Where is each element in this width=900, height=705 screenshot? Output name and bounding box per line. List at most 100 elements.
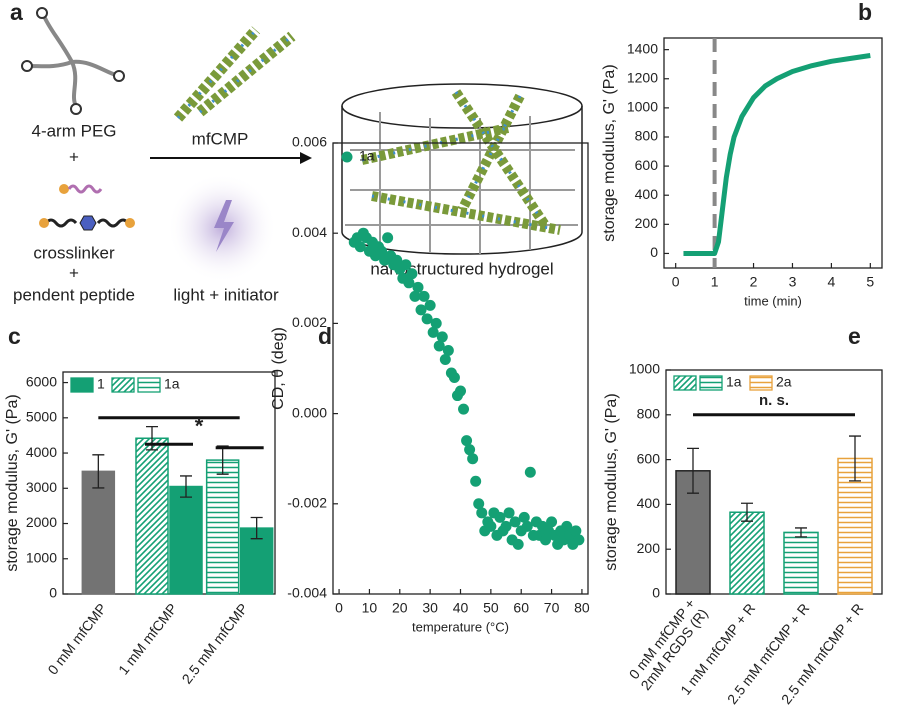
point — [442, 344, 454, 356]
y-tick-label: 400 — [637, 495, 661, 511]
point — [406, 268, 418, 280]
plot-frame — [663, 37, 883, 269]
legend-swatch — [749, 375, 773, 391]
point — [476, 507, 488, 519]
bar — [169, 485, 203, 595]
y-tick-label: 0.002 — [292, 314, 327, 330]
point — [421, 313, 433, 325]
point — [470, 475, 482, 487]
label: crosslinker — [33, 243, 115, 262]
x-tick-label: 0 — [335, 600, 343, 616]
y-tick-label: 6000 — [26, 373, 57, 389]
x-tick-label: 1 — [711, 274, 719, 290]
point — [424, 299, 436, 311]
panel-letter: d — [318, 323, 332, 349]
crosslinker-core — [79, 215, 97, 231]
label: + — [69, 263, 79, 282]
point — [412, 281, 424, 293]
panel-letter: c — [8, 323, 21, 349]
y-axis-label: storage modulus, G' (Pa) — [4, 394, 21, 571]
x-axis-label: temperature (°C) — [412, 619, 509, 634]
point — [458, 403, 470, 415]
x-tick-label: 80 — [574, 600, 590, 616]
label: mfCMP — [192, 129, 249, 148]
point — [376, 245, 388, 257]
y-tick-label: 0 — [650, 244, 658, 260]
legend-label: 2a — [776, 374, 792, 390]
y-tick-label: 600 — [635, 157, 659, 173]
point — [464, 444, 476, 456]
panel-letter: a — [10, 0, 23, 25]
error-bar — [741, 502, 753, 522]
y-tick-label: 1200 — [627, 69, 658, 85]
fibril — [173, 26, 261, 122]
y-tick-label: 1000 — [627, 99, 658, 115]
point — [473, 498, 485, 510]
error-bar — [146, 425, 158, 451]
arrowhead — [300, 152, 312, 164]
significance-label: n. s. — [759, 392, 789, 409]
legend-marker — [341, 151, 353, 163]
x-tick-label: 50 — [483, 600, 499, 616]
point — [427, 326, 439, 338]
point — [436, 331, 448, 343]
error-bar — [180, 475, 192, 498]
error-bar — [250, 516, 263, 540]
network — [345, 112, 578, 254]
label: 4-arm PEG — [31, 121, 116, 140]
point — [573, 534, 585, 546]
x-tick-label: 1 mM mfCMP — [115, 600, 180, 677]
bar — [81, 470, 116, 595]
legend-swatch — [699, 375, 723, 391]
y-tick-label: -0.004 — [287, 585, 327, 601]
y-tick-label: 4000 — [26, 444, 57, 460]
point — [500, 520, 512, 532]
legend-label: 1a — [726, 374, 742, 390]
lightning — [214, 200, 234, 252]
point — [494, 511, 506, 523]
peg-end — [21, 60, 33, 72]
x-axis-label: time (min) — [744, 293, 802, 308]
y-tick-label: 3000 — [26, 479, 57, 495]
fibril — [360, 89, 561, 235]
peg-arm — [29, 60, 73, 69]
point — [546, 516, 558, 528]
point — [439, 353, 451, 365]
y-tick-label: 800 — [635, 128, 659, 144]
point — [524, 466, 536, 478]
peptide-end — [59, 184, 69, 194]
point — [403, 277, 415, 289]
point — [354, 241, 366, 253]
label: light + initiator — [173, 285, 279, 304]
crosslinker-end — [125, 218, 135, 228]
bar — [205, 459, 240, 595]
y-tick-label: 200 — [635, 215, 659, 231]
plot-frame — [665, 369, 883, 595]
line-series — [683, 52, 871, 256]
point — [382, 232, 394, 244]
x-tick-label: 40 — [453, 600, 469, 616]
point — [503, 507, 515, 519]
significance-label: * — [195, 414, 204, 439]
error-bar — [849, 435, 861, 482]
x-tick-label: 0 mM mfCMP — [44, 600, 109, 677]
error-bar — [92, 454, 105, 489]
y-tick-label: 0 — [49, 585, 57, 601]
y-tick-label: 2000 — [26, 514, 57, 530]
peg-arm — [71, 59, 117, 77]
error-bar — [687, 447, 699, 494]
fibril — [196, 31, 296, 117]
point — [461, 435, 473, 447]
x-tick-label: 4 — [827, 274, 835, 290]
point — [400, 259, 412, 271]
y-tick-label: 400 — [635, 186, 659, 202]
legend-label: 1a — [164, 376, 180, 392]
point — [467, 453, 479, 465]
point — [415, 304, 427, 316]
point — [512, 538, 524, 550]
legend-swatch — [70, 377, 94, 393]
point — [521, 520, 533, 532]
y-tick-label: 0.006 — [292, 134, 327, 150]
